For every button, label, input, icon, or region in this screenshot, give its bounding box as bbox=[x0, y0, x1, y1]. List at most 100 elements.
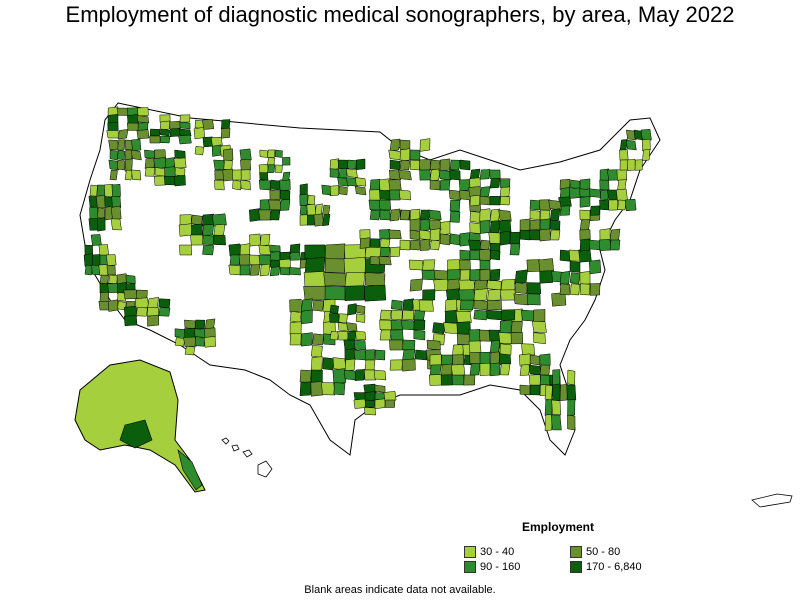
map-area bbox=[608, 199, 618, 211]
map-area bbox=[222, 148, 234, 162]
map-area bbox=[418, 299, 434, 312]
map-area bbox=[588, 259, 602, 275]
map-area bbox=[346, 322, 358, 332]
map-area bbox=[240, 179, 251, 191]
map-area bbox=[131, 138, 142, 152]
map-area bbox=[269, 259, 281, 268]
map-area bbox=[449, 199, 461, 212]
map-area bbox=[179, 114, 191, 123]
map-area bbox=[289, 321, 302, 335]
map-area bbox=[539, 228, 551, 242]
map-area bbox=[529, 354, 541, 366]
map-area bbox=[158, 298, 171, 308]
map-area bbox=[98, 264, 110, 276]
map-area bbox=[428, 374, 443, 386]
map-area bbox=[529, 384, 541, 396]
map-area bbox=[184, 319, 196, 330]
map-area bbox=[521, 343, 536, 356]
map-area bbox=[354, 369, 366, 381]
map-area bbox=[131, 169, 142, 181]
map-area bbox=[106, 130, 120, 139]
map-area bbox=[337, 159, 349, 170]
alaska-region bbox=[119, 419, 153, 449]
map-area bbox=[124, 169, 133, 181]
map-area bbox=[452, 344, 465, 356]
map-area bbox=[449, 159, 461, 171]
map-area bbox=[137, 107, 149, 117]
map-area bbox=[479, 169, 491, 180]
map-area bbox=[239, 264, 251, 276]
map-area bbox=[149, 135, 161, 144]
map-area bbox=[355, 330, 367, 341]
map-area bbox=[390, 299, 403, 311]
map-area bbox=[159, 120, 171, 131]
map-area bbox=[609, 228, 621, 242]
map-area bbox=[259, 233, 271, 247]
hawaii-island bbox=[221, 437, 230, 445]
map-area bbox=[154, 167, 166, 177]
map-area bbox=[178, 134, 192, 145]
map-area bbox=[489, 351, 501, 365]
map-area bbox=[229, 254, 241, 266]
map-area bbox=[374, 398, 386, 410]
map-area bbox=[579, 219, 591, 231]
map-area bbox=[418, 158, 432, 172]
map-area bbox=[549, 219, 561, 231]
map-area bbox=[599, 199, 610, 211]
map-area bbox=[479, 268, 491, 282]
map-area bbox=[164, 166, 176, 178]
map-area bbox=[473, 299, 488, 311]
map-area bbox=[190, 234, 204, 246]
map-area bbox=[448, 189, 462, 201]
map-area bbox=[451, 374, 465, 386]
map-area bbox=[489, 249, 501, 261]
map-area bbox=[419, 229, 431, 241]
map-area bbox=[117, 292, 127, 302]
map-area bbox=[499, 319, 512, 335]
map-area bbox=[289, 310, 302, 323]
map-area bbox=[193, 127, 206, 140]
map-area bbox=[579, 196, 591, 208]
map-area bbox=[399, 148, 411, 162]
map-area bbox=[117, 129, 129, 140]
map-area bbox=[526, 293, 541, 306]
map-area bbox=[566, 384, 577, 401]
map-area bbox=[567, 414, 576, 431]
map-area bbox=[289, 267, 301, 276]
map-area bbox=[153, 175, 167, 186]
map-area bbox=[153, 149, 167, 160]
map-area bbox=[159, 128, 171, 137]
map-area bbox=[135, 289, 148, 300]
map-area bbox=[258, 244, 272, 256]
map-area bbox=[363, 407, 377, 416]
map-area bbox=[439, 233, 451, 246]
map-area bbox=[258, 163, 269, 174]
map-area bbox=[337, 322, 349, 332]
map-area bbox=[510, 320, 523, 333]
map-area bbox=[89, 206, 99, 220]
map-area bbox=[267, 164, 276, 174]
map-area bbox=[289, 251, 301, 261]
map-area bbox=[498, 332, 513, 345]
map-area bbox=[544, 413, 553, 432]
map-area bbox=[459, 232, 471, 247]
map-area bbox=[203, 336, 217, 348]
map-area bbox=[489, 339, 501, 354]
map-area bbox=[440, 374, 453, 386]
map-area bbox=[459, 249, 471, 261]
map-area bbox=[306, 203, 316, 217]
map-area bbox=[499, 343, 512, 356]
map-area bbox=[514, 269, 528, 285]
map-area bbox=[107, 283, 119, 293]
alaska-region bbox=[177, 449, 203, 491]
hawaii-island bbox=[257, 460, 273, 478]
map-area bbox=[479, 219, 491, 234]
map-area bbox=[421, 269, 436, 281]
map-area bbox=[559, 283, 571, 296]
map-area bbox=[500, 279, 516, 291]
map-area bbox=[389, 138, 401, 152]
map-title: Employment of diagnostic medical sonogra… bbox=[65, 2, 735, 27]
map-area bbox=[569, 283, 581, 296]
map-area bbox=[347, 303, 357, 316]
map-area bbox=[90, 234, 102, 246]
